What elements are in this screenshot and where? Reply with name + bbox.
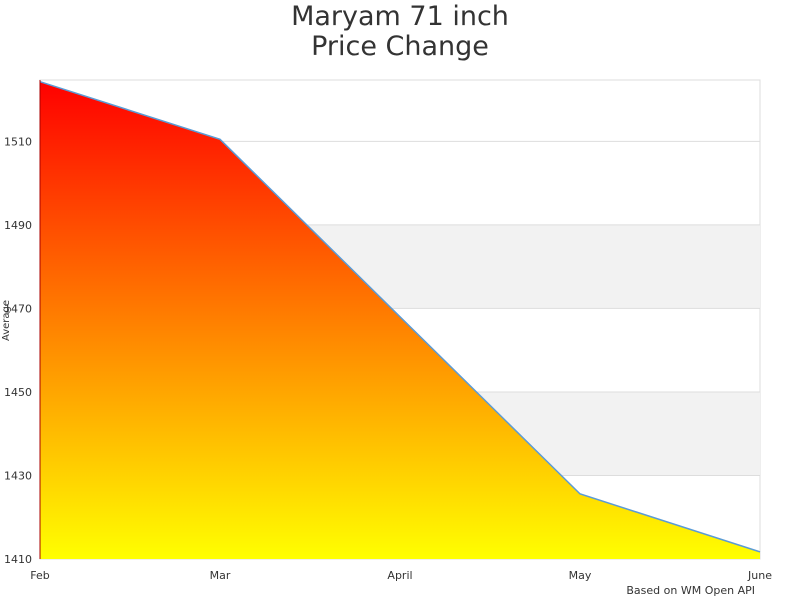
chart-title: Maryam 71 inch Price Change	[0, 2, 800, 62]
y-tick-label: 1430	[4, 469, 32, 482]
y-tick-label: 1510	[4, 135, 32, 148]
credit-text: Based on WM Open API	[626, 584, 755, 597]
title-line-1: Maryam 71 inch	[291, 1, 509, 32]
y-tick-label: 1450	[4, 386, 32, 399]
y-tick-label: 1490	[4, 219, 32, 232]
area-fill	[40, 81, 760, 560]
title-line-2: Price Change	[311, 31, 489, 62]
x-tick-label: Feb	[30, 569, 49, 582]
x-tick-label: May	[569, 569, 592, 582]
x-tick-label: Mar	[210, 569, 231, 582]
x-tick-label: April	[387, 569, 412, 582]
y-tick-label: 1410	[4, 553, 32, 566]
y-tick-label: 1470	[4, 302, 32, 315]
x-tick-label: June	[747, 569, 772, 582]
y-axis-label: Average	[1, 299, 13, 342]
